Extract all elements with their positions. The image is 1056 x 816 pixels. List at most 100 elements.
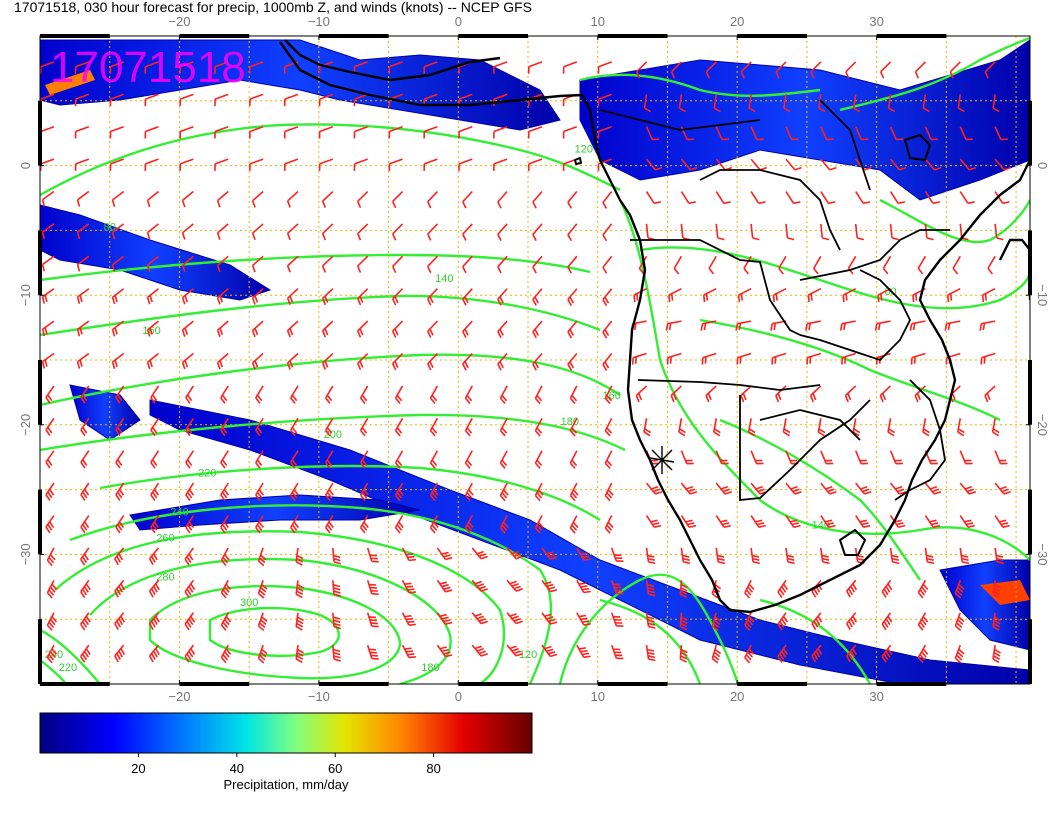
wind-barb	[464, 482, 474, 502]
wind-barb-feather	[443, 651, 451, 655]
wind-barb-shaft	[844, 385, 857, 397]
wind-barb-feather	[321, 233, 327, 241]
wind-barb-feather	[532, 234, 537, 242]
wind-barb-shaft	[185, 385, 195, 399]
wind-barb	[839, 320, 856, 331]
wind-barb	[811, 644, 823, 663]
wind-barb-feather	[258, 521, 264, 529]
wind-barb-feather	[787, 237, 795, 241]
wind-barb-feather	[326, 491, 333, 499]
wind-barb	[602, 191, 613, 209]
wind-barb	[111, 352, 125, 369]
wind-barb	[952, 255, 961, 275]
wind-barb	[680, 158, 698, 171]
wind-barb-feather	[583, 558, 591, 561]
wind-barb	[429, 450, 439, 469]
wind-barb-shaft	[42, 223, 55, 233]
wind-barb-feather	[885, 618, 891, 626]
wind-barb-shaft	[567, 191, 578, 203]
wind-barb-shaft	[389, 158, 403, 165]
wind-barb-shaft	[705, 385, 717, 397]
wind-barb-feather	[809, 395, 815, 403]
wind-barb-feather	[501, 492, 508, 499]
wind-barb	[785, 126, 799, 141]
wind-barb-feather	[45, 526, 51, 534]
wind-barb-shaft	[295, 547, 299, 562]
wind-barb-shaft	[643, 94, 648, 109]
wind-barb-feather	[633, 294, 636, 303]
wind-barb-feather	[931, 522, 939, 526]
wind-barb-shaft	[889, 223, 893, 238]
wind-barb-feather	[326, 394, 333, 402]
wind-barb-feather	[602, 234, 608, 242]
wind-barb-feather	[396, 524, 403, 531]
wind-barb	[994, 482, 1011, 495]
wind-barb-shaft	[436, 644, 447, 658]
wind-barb-feather	[427, 201, 432, 209]
wind-barb-shaft	[493, 158, 508, 165]
wind-barb-feather	[391, 330, 397, 338]
wind-barb	[959, 158, 977, 171]
wind-barb	[610, 644, 624, 660]
wind-barb-shaft	[458, 125, 473, 133]
wind-barb-feather	[604, 430, 611, 437]
wind-barb-feather	[333, 557, 341, 562]
wind-barb-shaft	[184, 612, 195, 625]
wind-barb-shaft	[110, 158, 124, 165]
wind-barb-shaft	[322, 288, 334, 299]
wind-barb-shaft	[994, 158, 1005, 171]
wind-barb	[220, 612, 232, 631]
wind-barb-feather	[961, 554, 969, 558]
wind-barb-shaft	[889, 547, 894, 562]
wind-barb-feather	[917, 267, 924, 275]
wind-barb-feather	[917, 591, 924, 599]
wind-barb-shaft	[954, 580, 962, 594]
wind-barb-shaft	[401, 547, 410, 561]
wind-barb-feather	[740, 395, 745, 403]
wind-barb	[569, 515, 579, 534]
wind-barb	[806, 352, 822, 365]
wind-barb-shaft	[604, 417, 613, 432]
wind-barb-feather	[811, 623, 817, 631]
wind-barb-feather	[219, 327, 224, 335]
wind-barb	[785, 191, 801, 205]
wind-barb-feather	[81, 653, 88, 661]
wind-barb-feather	[813, 620, 819, 628]
wind-barb-shaft	[45, 417, 55, 431]
wind-barb	[842, 288, 857, 303]
wind-barb-shaft	[392, 255, 404, 267]
wind-barb	[80, 579, 91, 599]
wind-barb-shaft	[427, 352, 438, 365]
wind-barb-shaft	[954, 644, 962, 659]
wind-barb-shaft	[220, 515, 229, 528]
wind-barb-feather	[572, 489, 579, 496]
wind-barb-feather	[188, 618, 194, 626]
wind-barb	[46, 579, 58, 599]
wind-barb-feather	[478, 618, 486, 622]
wind-barb	[324, 417, 334, 437]
wind-barb-shaft	[287, 288, 299, 299]
wind-barb	[750, 191, 766, 205]
wind-barb	[429, 515, 439, 534]
wind-barb	[497, 352, 508, 371]
wind-barb	[255, 482, 264, 502]
wind-barb-feather	[996, 561, 1005, 565]
colorbar-label: Precipitation, mm/day	[224, 777, 349, 792]
wind-barb	[394, 450, 404, 469]
wind-barb-feather	[429, 494, 436, 502]
wind-barb	[436, 579, 453, 593]
wind-barb-feather	[647, 590, 656, 594]
border-line	[799, 269, 912, 362]
wind-barb-feather	[295, 658, 303, 664]
wind-barb	[290, 385, 299, 404]
wind-barb-feather	[992, 658, 1000, 664]
wind-barb-shaft	[464, 482, 473, 496]
wind-barb	[74, 158, 90, 171]
wind-barb-feather	[333, 651, 341, 656]
wind-barb-feather	[80, 461, 86, 469]
border-line	[637, 379, 821, 391]
wind-barb-shaft	[528, 125, 543, 133]
wind-barb-shaft	[40, 125, 55, 133]
wind-barb-feather	[534, 527, 541, 534]
